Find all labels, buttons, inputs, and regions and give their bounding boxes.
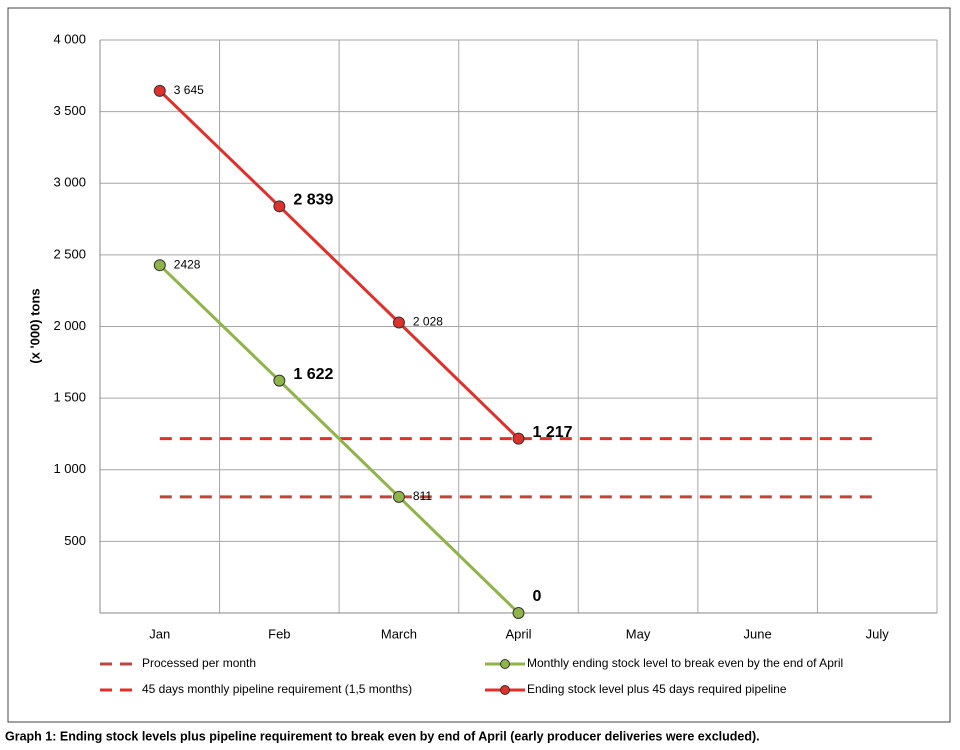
data-label: 811 <box>413 489 432 503</box>
data-label: 1 217 <box>533 424 573 441</box>
x-tick-label: Feb <box>268 626 290 641</box>
data-label: 2 028 <box>413 315 443 329</box>
chart-border <box>7 7 951 723</box>
legend-marker <box>500 685 510 695</box>
y-tick-label: 1 000 <box>53 461 86 476</box>
legend-label: 45 days monthly pipeline requirement (1,… <box>142 682 412 696</box>
y-tick-label: 500 <box>64 533 86 548</box>
y-tick-label: 2 500 <box>53 246 86 261</box>
x-tick-label: Jan <box>149 626 170 641</box>
marker <box>153 84 166 97</box>
y-tick-label: 1 500 <box>53 390 86 405</box>
y-tick-label: 3 500 <box>53 103 86 118</box>
y-tick-label: 3 000 <box>53 175 86 190</box>
data-label: 2 839 <box>293 192 333 209</box>
legend-marker <box>500 659 510 669</box>
marker <box>273 374 286 387</box>
y-tick-label: 2 000 <box>53 318 86 333</box>
marker <box>512 607 525 619</box>
marker <box>512 432 525 445</box>
x-tick-label: May <box>626 626 651 641</box>
x-tick-label: March <box>381 626 417 641</box>
legend-label: Ending stock level plus 45 days required… <box>527 682 787 696</box>
marker <box>153 259 166 272</box>
series-line <box>158 89 520 440</box>
marker <box>392 490 405 503</box>
x-tick-label: July <box>866 626 890 641</box>
x-tick-label: June <box>744 626 772 641</box>
marker <box>392 316 405 329</box>
marker <box>273 200 286 213</box>
y-axis-label: (x '000) tons <box>27 288 42 363</box>
caption: Graph 1: Ending stock levels plus pipeli… <box>5 729 760 743</box>
x-tick-label: April <box>505 626 531 641</box>
y-tick-label: 4 000 <box>53 31 86 46</box>
series-line <box>158 264 520 615</box>
data-label: 0 <box>533 588 542 605</box>
data-label: 2428 <box>174 257 201 271</box>
data-label: 1 622 <box>293 366 333 383</box>
legend-label: Monthly ending stock level to break even… <box>527 656 843 670</box>
data-label: 3 645 <box>174 83 204 97</box>
legend-label: Processed per month <box>142 656 256 670</box>
